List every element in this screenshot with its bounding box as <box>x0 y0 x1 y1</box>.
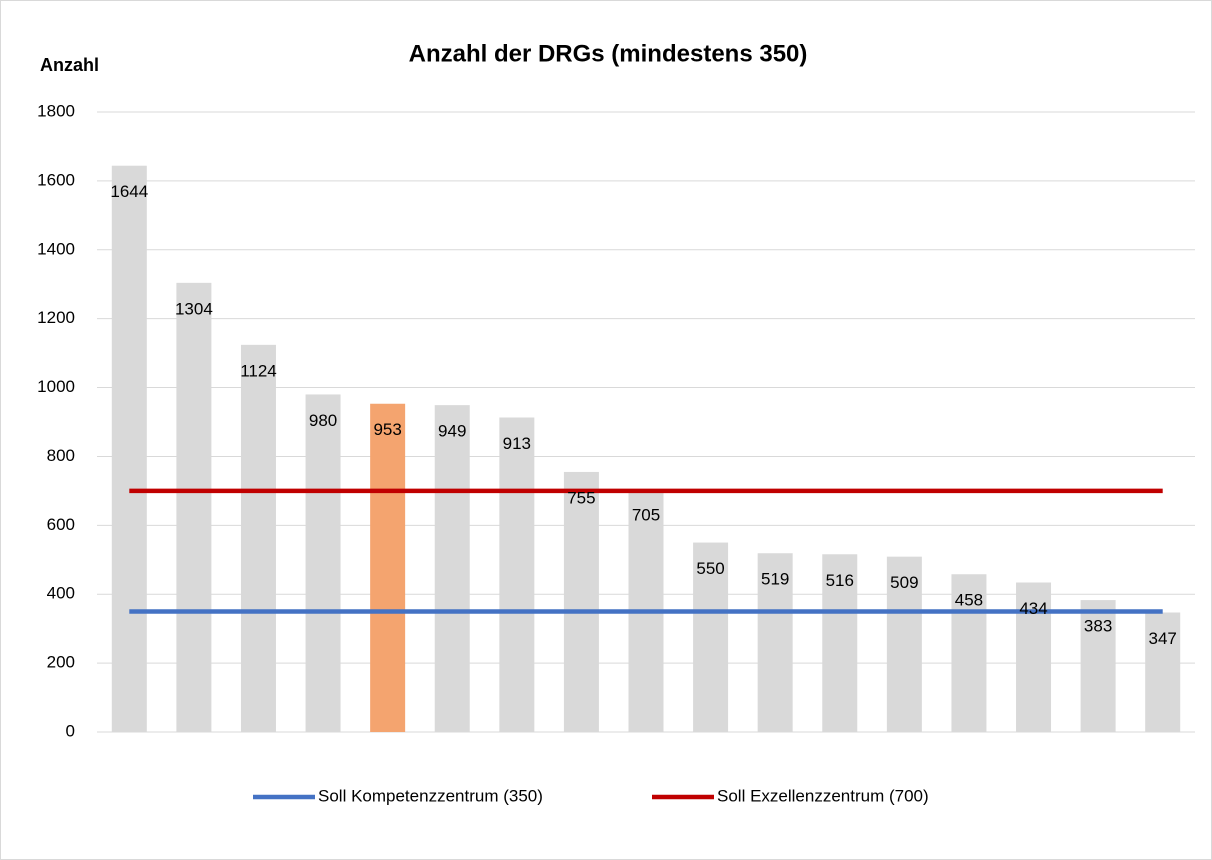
data-label: 1124 <box>240 361 277 380</box>
data-label: 705 <box>632 506 660 525</box>
y-tick-label: 0 <box>66 721 75 740</box>
data-label: 434 <box>1019 599 1047 618</box>
bar <box>240 344 276 732</box>
y-tick-label: 1600 <box>37 170 75 189</box>
bar <box>951 574 987 732</box>
bar <box>1016 582 1052 732</box>
data-label: 509 <box>890 573 918 592</box>
y-tick-label: 400 <box>47 584 75 603</box>
y-axis-label: Anzahl <box>40 55 99 75</box>
bar <box>886 556 922 732</box>
bar <box>822 554 858 732</box>
bar <box>1145 612 1181 732</box>
bar <box>111 165 147 732</box>
data-label: 519 <box>761 570 789 589</box>
data-label: 980 <box>309 411 337 430</box>
bar <box>370 403 406 732</box>
data-label: 1304 <box>175 299 213 318</box>
y-tick-label: 200 <box>47 653 75 672</box>
bar <box>305 394 341 732</box>
y-tick-label: 1800 <box>37 101 75 120</box>
bar <box>563 471 599 732</box>
bar <box>757 553 793 732</box>
bar <box>1080 600 1116 732</box>
y-tick-label: 600 <box>47 515 75 534</box>
data-label: 953 <box>373 420 401 439</box>
legend-label: Soll Exzellenzzentrum (700) <box>717 786 929 805</box>
y-tick-label: 800 <box>47 446 75 465</box>
bar <box>176 282 212 732</box>
legend-label: Soll Kompetenzzentrum (350) <box>318 786 543 805</box>
data-label: 550 <box>696 559 724 578</box>
data-label: 383 <box>1084 617 1112 636</box>
data-label: 913 <box>503 434 531 453</box>
y-tick-label: 1400 <box>37 239 75 258</box>
y-tick-label: 1000 <box>37 377 75 396</box>
data-label: 1644 <box>110 182 148 201</box>
data-label: 347 <box>1149 629 1177 648</box>
bar <box>499 417 535 732</box>
chart-title: Anzahl der DRGs (mindestens 350) <box>409 40 808 67</box>
data-label: 516 <box>826 571 854 590</box>
data-label: 458 <box>955 591 983 610</box>
data-label: 755 <box>567 488 595 507</box>
data-label: 949 <box>438 422 466 441</box>
y-tick-label: 1200 <box>37 308 75 327</box>
bar <box>434 405 470 732</box>
bar <box>693 542 729 732</box>
